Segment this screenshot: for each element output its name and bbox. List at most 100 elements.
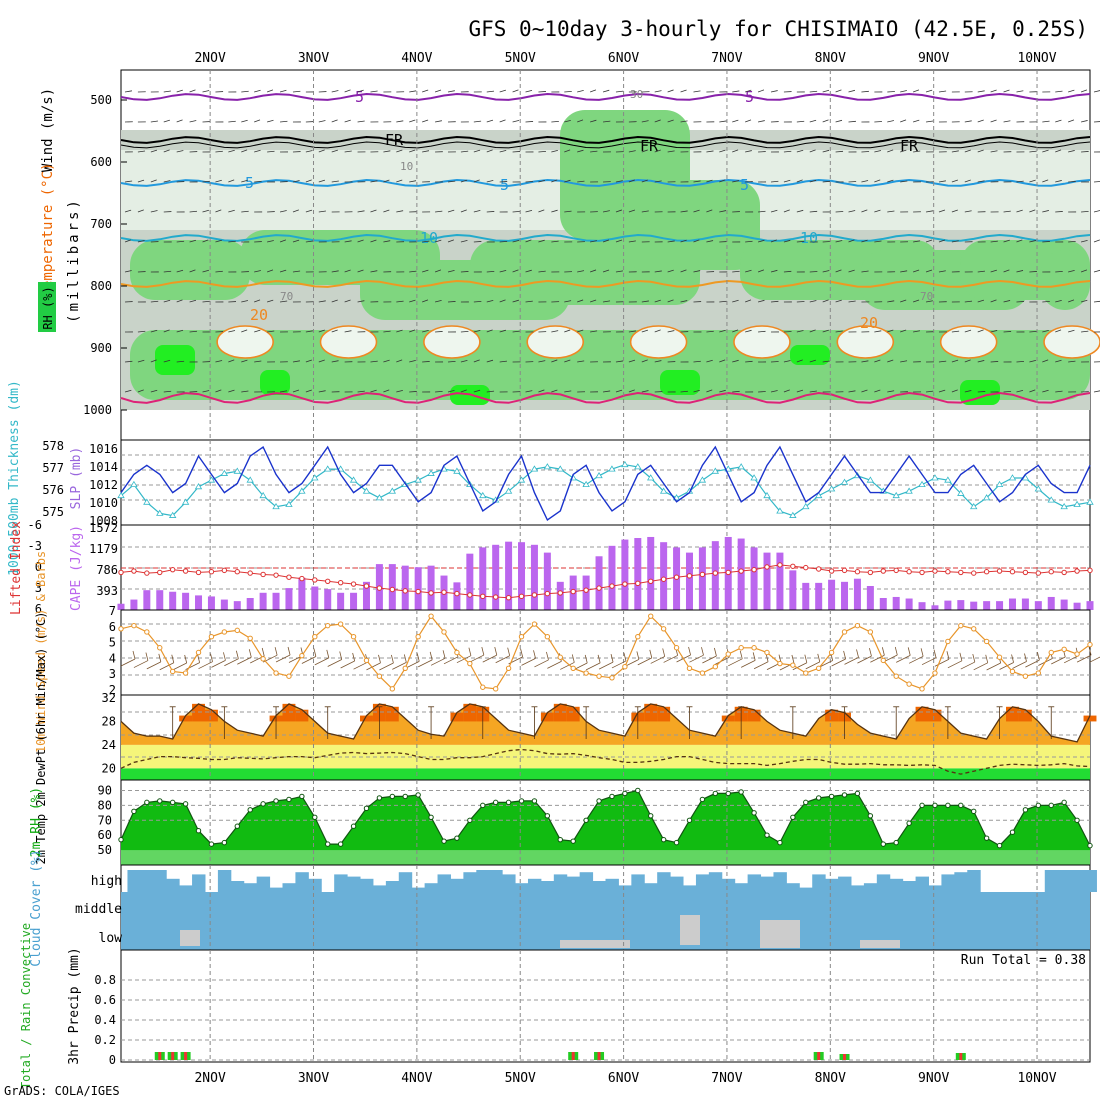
surface-wind-barb: [960, 661, 975, 670]
upper-wind-barb: [835, 299, 842, 303]
upper-wind-barb: [1003, 239, 1010, 243]
upper-wind-barb: [538, 270, 546, 273]
upper-wind-barb: [1042, 149, 1049, 153]
rh-line-point: [441, 838, 447, 844]
upper-wind-barb: [1068, 181, 1076, 183]
upper-wind-barb: [1016, 209, 1023, 213]
upper-wind-barb: [163, 180, 171, 183]
tick-label: 0.6: [94, 993, 116, 1007]
upper-wind-barb: [913, 119, 920, 123]
rh-line-point: [841, 792, 848, 798]
contour-label: 5: [740, 176, 749, 194]
cape-bar: [466, 553, 474, 610]
upper-wind-barb: [990, 269, 997, 273]
upper-wind-barb: [1068, 150, 1075, 153]
cape-bar: [634, 538, 642, 610]
surface-wind-barb-tick: [520, 648, 523, 657]
thickness-point: [1060, 502, 1068, 510]
rh-line: [120, 789, 1091, 847]
thickness-point: [194, 483, 203, 490]
cape-bar: [944, 600, 952, 610]
upper-wind-barb: [1055, 90, 1063, 93]
surface-wind-barb: [844, 657, 859, 665]
upper-wind-barb: [990, 299, 997, 303]
upper-wind-barb: [1080, 89, 1088, 93]
upper-wind-barb: [176, 89, 183, 93]
upper-wind-barb: [202, 390, 210, 393]
upper-wind-barb: [680, 120, 688, 123]
rh-pocket: [960, 380, 1000, 405]
upper-wind-barb: [589, 269, 597, 273]
upper-wind-barb: [370, 90, 378, 93]
temp-minus5-line: [120, 92, 1091, 101]
upper-wind-barb: [267, 299, 274, 303]
upper-wind-barb: [680, 269, 687, 273]
upper-wind-barb: [292, 90, 301, 93]
rh-line-point: [958, 802, 964, 809]
temp-peak: [657, 706, 671, 722]
surface-wind-barb: [637, 657, 652, 666]
rh-line-point: [983, 835, 990, 841]
surface-wind-barb-tick: [920, 648, 924, 657]
surface-wind-barb: [353, 661, 368, 670]
upper-wind-barb: [1029, 209, 1036, 213]
tick-label: 1010: [89, 496, 118, 510]
upper-wind-barb: [770, 180, 779, 183]
wind10-panel: 2 3 45 6 7 10m Wind Speed (m/s) & Barbs: [34, 551, 1100, 753]
rh-line-point: [971, 808, 977, 815]
upper-wind-barb: [538, 180, 546, 183]
rh-line-point: [932, 802, 938, 809]
upper-wind-barb: [602, 390, 611, 393]
upper-wind-barb: [215, 209, 222, 213]
upper-wind-barb: [887, 179, 894, 183]
upper-wind-barb: [913, 330, 921, 333]
surface-wind-barb: [663, 655, 678, 663]
precip-ylabel: 3hr Precip (mm): [67, 947, 82, 1064]
upper-wind-barb: [1016, 301, 1025, 303]
surface-wind-barb: [159, 662, 174, 671]
upper-wind-barb: [202, 209, 209, 213]
upper-wind-barb: [525, 239, 532, 243]
upper-wind-barb: [564, 300, 572, 303]
upper-wind-barb: [745, 269, 752, 273]
upper-wind-barb: [447, 239, 454, 243]
li-line-point: [996, 568, 1003, 574]
rh-line-point: [208, 841, 215, 847]
li-line-point: [144, 570, 150, 576]
upper-wind-barb: [770, 239, 777, 243]
upper-wind-barb: [370, 180, 378, 183]
contour-label: 10: [400, 160, 413, 173]
temp20-loop: [319, 325, 378, 359]
high-cloud-block: [256, 876, 271, 892]
upper-wind-barb: [1042, 359, 1049, 363]
upper-wind-barb: [783, 179, 791, 183]
rh-line-point: [945, 802, 951, 809]
temp-peak: [385, 706, 399, 722]
upper-wind-barb: [822, 360, 830, 363]
high-cloud-block: [566, 876, 581, 892]
rh-line-point: [815, 795, 822, 801]
upper-wind-barb: [887, 149, 894, 153]
upper-wind-barb: [305, 209, 313, 213]
date-label: 8NOV: [815, 51, 846, 66]
upper-wind-barb: [137, 240, 145, 243]
surface-wind-barb-tick: [610, 654, 614, 663]
upper-wind-barb: [654, 360, 662, 363]
thickness-point: [117, 491, 125, 499]
rh2m-fill: [121, 790, 1090, 865]
thickness-point: [1008, 474, 1017, 481]
rh-line-point: [247, 807, 253, 813]
high-cloud-block: [502, 874, 516, 892]
upper-wind-barb: [228, 359, 235, 363]
upper-wind-barb: [719, 300, 727, 303]
upper-wind-barb: [228, 149, 235, 153]
upper-wind-barb: [719, 120, 727, 123]
temp-25-line: [120, 391, 1091, 404]
upper-wind-barb: [861, 180, 869, 183]
tick-label: 0: [109, 1053, 116, 1067]
surface-wind-barb-tick: [843, 650, 846, 660]
upper-wind-barb: [822, 89, 830, 93]
high-cloud-block: [825, 878, 839, 892]
upper-wind-barb: [383, 359, 390, 363]
contour-label: 20: [860, 314, 878, 332]
